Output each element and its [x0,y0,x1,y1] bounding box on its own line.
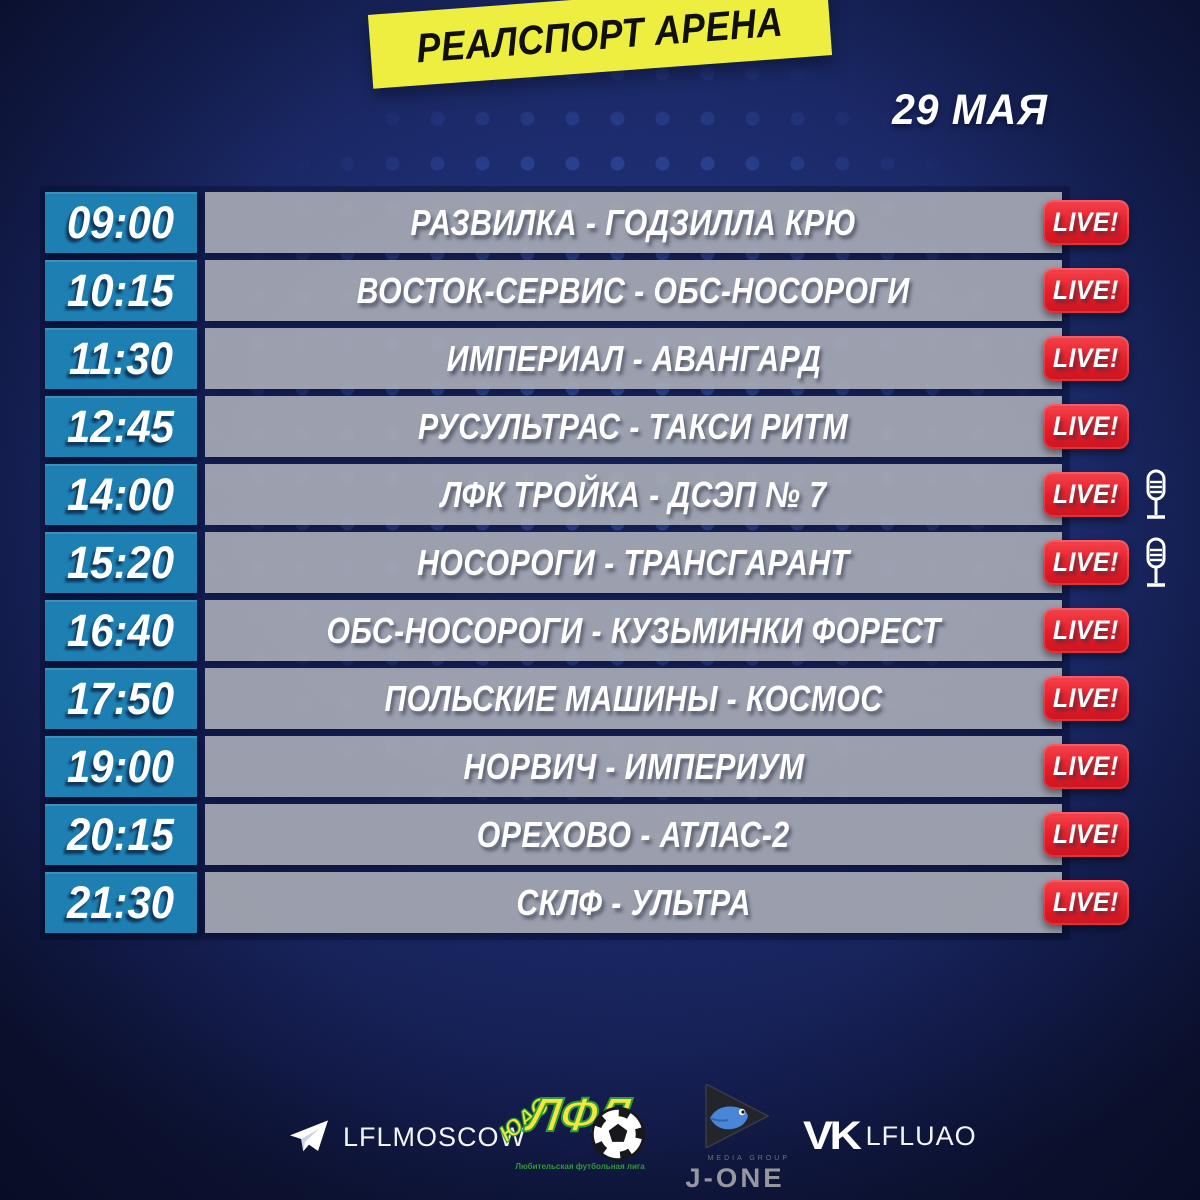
live-badge[interactable]: LIVE! [1043,676,1129,721]
live-badge[interactable]: LIVE! [1043,336,1129,381]
time-label: 09:00 [67,196,175,248]
table-row: 17:50 ПОЛЬСКИЕ МАШИНЫ - КОСМОС LIVE! [45,668,1129,729]
jone-media-logo[interactable]: MEDIA GROUP J-ONE [676,1082,794,1194]
match-cell: ИМПЕРИАЛ - АВАНГАРД LIVE! [205,328,1129,389]
match-label: ИМПЕРИАЛ - АВАНГАРД [446,337,821,379]
time-cell: 09:00 [45,192,197,253]
time-label: 11:30 [69,332,173,384]
match-label: ОРЕХОВО - АТЛАС-2 [477,813,790,855]
match-schedule: 09:00 РАЗВИЛКА - ГОДЗИЛЛА КРЮ LIVE! 10:1… [45,192,1166,940]
match-label: ВОСТОК-СЕРВИС - ОБС-НОСОРОГИ [357,269,910,311]
match-cell: ЛФК ТРОЙКА - ДСЭП № 7 LIVE! [205,464,1129,525]
time-cell: 21:30 [45,872,197,933]
time-label: 17:50 [67,672,175,724]
match-cell: ПОЛЬСКИЕ МАШИНЫ - КОСМОС LIVE! [205,668,1129,729]
match-label: СКЛФ - УЛЬТРА [516,881,751,923]
match-label: РУСУЛЬТРАС - ТАКСИ РИТМ [418,405,849,447]
live-badge[interactable]: LIVE! [1043,880,1129,925]
live-badge[interactable]: LIVE! [1043,744,1129,789]
match-label: ЛФК ТРОЙКА - ДСЭП № 7 [440,473,827,515]
vk-monogram-icon: VK [803,1114,862,1158]
jone-name: J-ONE [685,1163,785,1193]
match-label: ОБС-НОСОРОГИ - КУЗЬМИНКИ ФОРЕСТ [326,609,941,651]
time-label: 16:40 [67,604,175,656]
table-row: 09:00 РАЗВИЛКА - ГОДЗИЛЛА КРЮ LIVE! [45,192,1129,253]
time-cell: 19:00 [45,736,197,797]
match-cell: ОРЕХОВО - АТЛАС-2 LIVE! [205,804,1129,865]
time-label: 14:00 [67,468,175,520]
table-row: 11:30 ИМПЕРИАЛ - АВАНГАРД LIVE! [45,328,1129,389]
time-label: 20:15 [67,808,175,860]
lfl-uao-league-logo[interactable]: ЮАО ЛФЛ Любительская футбольная лига [493,1080,662,1196]
live-badge[interactable]: LIVE! [1043,472,1129,517]
vk-link[interactable]: VK LFLUAO [803,1114,977,1159]
commentary-mic-icon [1146,537,1166,587]
match-cell: ОБС-НОСОРОГИ - КУЗЬМИНКИ ФОРЕСТ LIVE! [205,600,1129,661]
time-label: 12:45 [67,400,175,452]
table-row: 15:20 НОСОРОГИ - ТРАНСГАРАНТ LIVE! [45,532,1166,593]
match-cell: СКЛФ - УЛЬТРА LIVE! [205,872,1129,933]
time-label: 19:00 [67,740,175,792]
live-badge[interactable]: LIVE! [1043,200,1129,245]
match-cell: НОРВИЧ - ИМПЕРИУМ LIVE! [205,736,1129,797]
table-row: 12:45 РУСУЛЬТРАС - ТАКСИ РИТМ LIVE! [45,396,1129,457]
match-label: ПОЛЬСКИЕ МАШИНЫ - КОСМОС [384,677,883,719]
time-cell: 10:15 [45,260,197,321]
match-label: РАЗВИЛКА - ГОДЗИЛЛА КРЮ [410,201,857,243]
vk-handle: LFLUAO [865,1121,977,1151]
match-cell: ВОСТОК-СЕРВИС - ОБС-НОСОРОГИ LIVE! [205,260,1129,321]
table-row: 16:40 ОБС-НОСОРОГИ - КУЗЬМИНКИ ФОРЕСТ LI… [45,600,1129,661]
match-label: НОРВИЧ - ИМПЕРИУМ [462,745,804,787]
live-badge[interactable]: LIVE! [1043,812,1129,857]
time-cell: 16:40 [45,600,197,661]
table-row: 20:15 ОРЕХОВО - АТЛАС-2 LIVE! [45,804,1129,865]
table-row: 21:30 СКЛФ - УЛЬТРА LIVE! [45,872,1129,933]
live-badge[interactable]: LIVE! [1043,268,1129,313]
time-label: 10:15 [67,264,175,316]
venue-title: РЕАЛСПОРТ АРЕНА [415,0,785,71]
soccer-ball-icon [590,1106,646,1162]
match-cell: НОСОРОГИ - ТРАНСГАРАНТ LIVE! [205,532,1129,593]
paper-plane-icon [290,1120,328,1152]
table-row: 14:00 ЛФК ТРОЙКА - ДСЭП № 7 LIVE! [45,464,1166,525]
commentary-mic-icon [1146,469,1166,519]
telegram-handle: LFLMOSCOW [343,1121,527,1152]
time-cell: 14:00 [45,464,197,525]
match-cell: РАЗВИЛКА - ГОДЗИЛЛА КРЮ LIVE! [205,192,1129,253]
league-caption: Любительская футбольная лига [515,1162,645,1171]
play-triangle-fish-icon [705,1082,770,1150]
live-badge[interactable]: LIVE! [1043,404,1129,449]
date-label: 29 МАЯ [892,86,1048,134]
time-cell: 12:45 [45,396,197,457]
time-cell: 11:30 [45,328,197,389]
live-badge[interactable]: LIVE! [1043,608,1129,653]
match-cell: РУСУЛЬТРАС - ТАКСИ РИТМ LIVE! [205,396,1129,457]
table-row: 19:00 НОРВИЧ - ИМПЕРИУМ LIVE! [45,736,1129,797]
time-cell: 15:20 [45,532,197,593]
telegram-link[interactable]: LFLMOSCOW [288,1118,526,1156]
time-cell: 20:15 [45,804,197,865]
match-label: НОСОРОГИ - ТРАНСГАРАНТ [417,541,850,583]
time-cell: 17:50 [45,668,197,729]
time-label: 21:30 [67,876,175,928]
media-group-label: MEDIA GROUP [707,1155,790,1162]
live-badge[interactable]: LIVE! [1043,540,1129,585]
time-label: 15:20 [67,536,175,588]
table-row: 10:15 ВОСТОК-СЕРВИС - ОБС-НОСОРОГИ LIVE! [45,260,1129,321]
